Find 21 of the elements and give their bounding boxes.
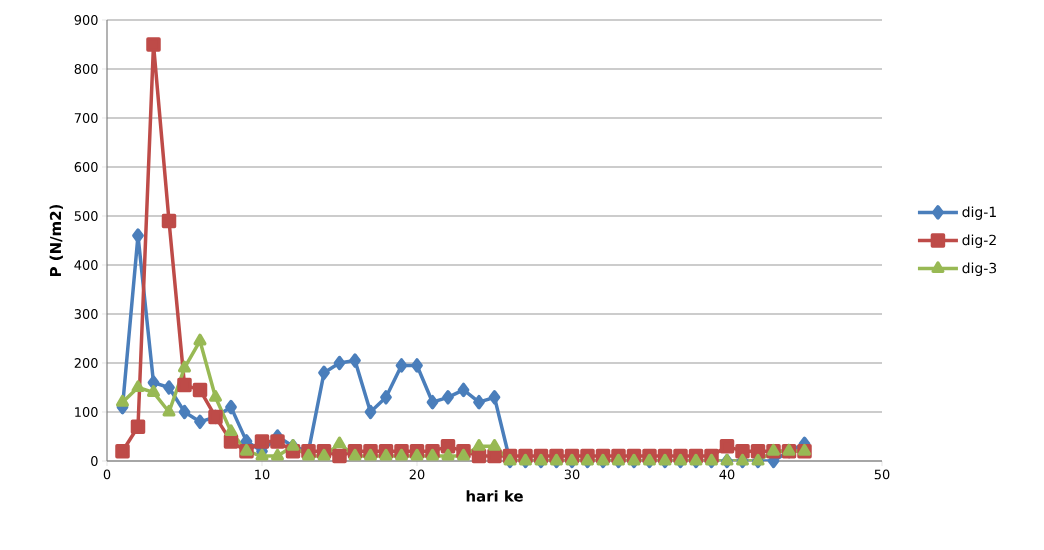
y-tick-label: 100 [75, 407, 98, 417]
y-tick-label: 300 [74, 309, 98, 319]
legend-label: dig-2 [962, 234, 996, 248]
y-axis-title: P (N/m2) [49, 204, 63, 276]
y-tick-label: 600 [74, 162, 98, 172]
y-tick-label: 500 [74, 211, 98, 221]
y-tick-label: 200 [74, 358, 98, 368]
x-tick-label: 50 [874, 469, 890, 480]
legend-label: dig-1 [962, 206, 996, 220]
x-tick-label: 10 [255, 469, 270, 480]
x-axis-title: hari ke [466, 490, 523, 502]
x-tick-label: 20 [409, 469, 425, 480]
y-tick-label: 900 [74, 15, 98, 25]
y-tick-label: 800 [74, 64, 98, 74]
x-tick-label: 0 [103, 469, 111, 480]
y-tick-label: 400 [74, 260, 98, 270]
x-tick-label: 40 [719, 469, 735, 480]
y-tick-label: 700 [74, 113, 98, 123]
y-tick-label: 0 [91, 456, 98, 466]
legend-label: dig-3 [962, 262, 997, 277]
x-tick-label: 30 [564, 469, 580, 480]
